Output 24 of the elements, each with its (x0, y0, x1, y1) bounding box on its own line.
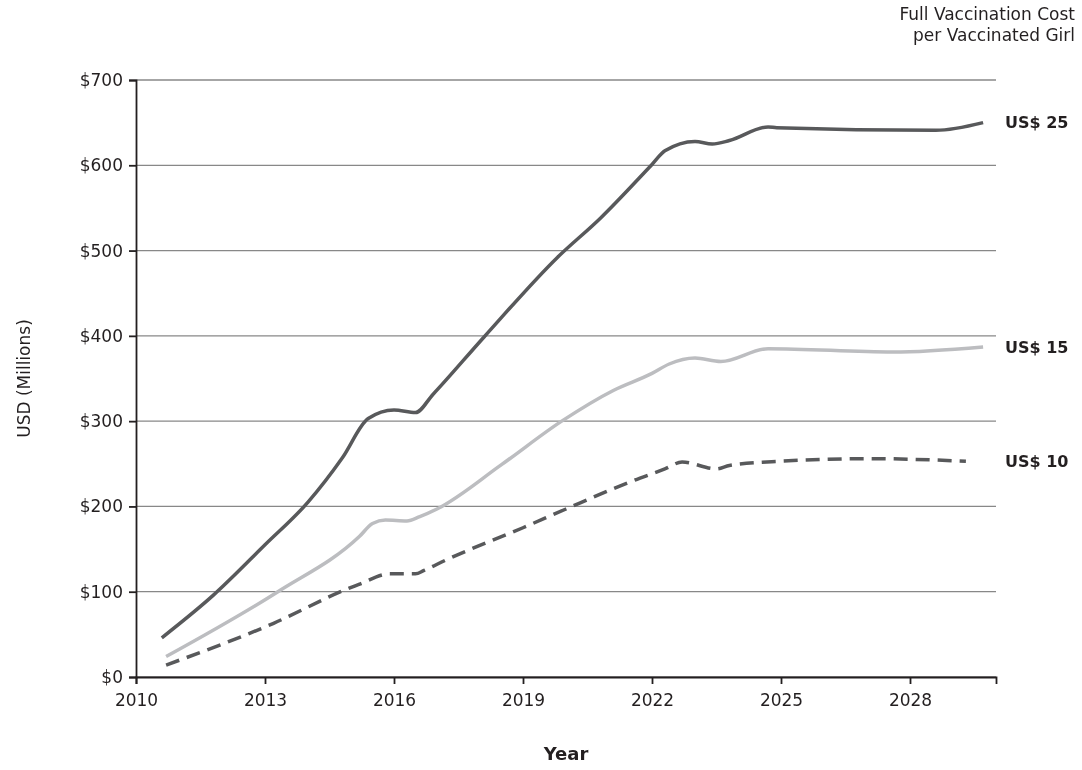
x-tick-label: 2022 (630, 690, 675, 711)
y-tick-label: $500 (79, 240, 123, 261)
y-tick-label: $300 (79, 411, 123, 432)
series-label: US$ 15 (1005, 337, 1069, 357)
y-tick-label: $200 (79, 496, 123, 517)
legend-title: Full Vaccination Cost per Vaccinated Girl (899, 4, 1076, 45)
y-tick-label: $0 (101, 666, 123, 687)
x-tick-label: 2028 (888, 690, 933, 711)
y-tick-label: $400 (79, 325, 123, 346)
y-tick-label: $600 (79, 155, 123, 176)
y-tick-label: $100 (79, 581, 123, 602)
series-label: US$ 25 (1005, 113, 1069, 133)
x-tick-label: 2013 (243, 690, 288, 711)
x-axis-title: Year (542, 743, 589, 764)
x-tick-label: 2019 (501, 690, 546, 711)
text: US$ 10 (1005, 451, 1069, 471)
x-tick-label: 2025 (759, 690, 804, 711)
line-series (164, 345, 985, 659)
x-tick-label: 2016 (372, 690, 417, 711)
y-tick-label: $700 (79, 69, 123, 90)
x-tick-label: 2010 (114, 690, 159, 711)
y-axis-title: USD (Millions) (14, 319, 34, 438)
line-series (160, 120, 985, 640)
line-series (164, 456, 968, 667)
